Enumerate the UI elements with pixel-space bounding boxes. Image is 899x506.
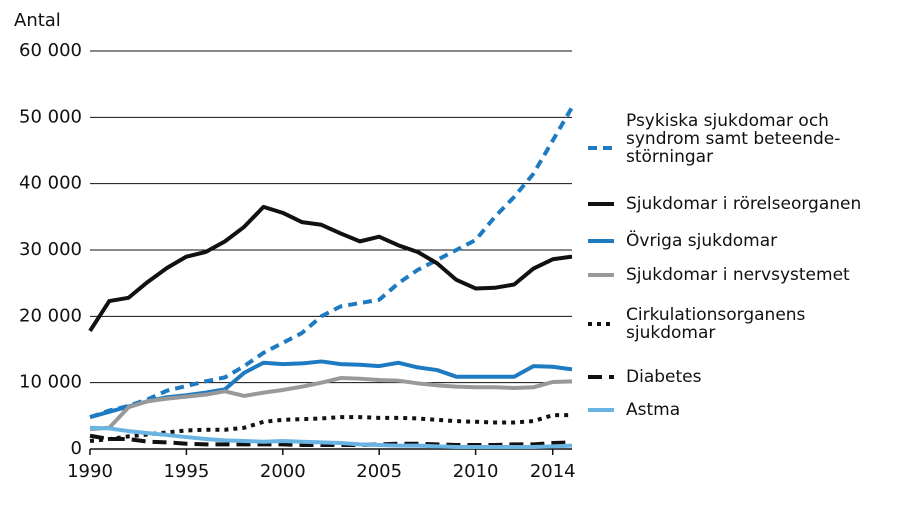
legend-label: Sjukdomar i nervsystemet <box>626 265 850 285</box>
x-tick-label: 1990 <box>67 461 113 482</box>
legend-label: Övriga sjukdomar <box>626 231 778 251</box>
series-line <box>89 413 572 444</box>
legend-label: Cirkulationsorganens sjukdomar <box>626 305 806 343</box>
legend-label: Astma <box>626 400 681 420</box>
y-tick-label: 60 000 <box>19 40 82 61</box>
legend-label: Diabetes <box>626 367 702 387</box>
x-tick-label: 2005 <box>356 461 402 482</box>
y-tick-label: 40 000 <box>19 173 82 194</box>
y-tick-label: 10 000 <box>19 372 82 393</box>
legend-label: Psykiska sjukdomar och syndrom samt bete… <box>626 111 841 167</box>
y-tick-label: 20 000 <box>19 305 82 326</box>
series-line <box>88 204 573 333</box>
x-tick-label: 2010 <box>453 461 499 482</box>
x-tick-label: 1995 <box>163 461 209 482</box>
series-line <box>89 425 573 450</box>
y-tick-label: 50 000 <box>19 106 82 127</box>
legend-label: Sjukdomar i rörelseorganen <box>626 194 862 214</box>
y-tick-label: 0 <box>71 438 82 459</box>
series-line <box>89 106 574 420</box>
x-tick-label: 2000 <box>260 461 306 482</box>
y-axis-label: Antal <box>14 10 61 31</box>
series-line <box>89 376 573 432</box>
y-tick-label: 30 000 <box>19 239 82 260</box>
x-tick-label: 2014 <box>530 461 576 482</box>
